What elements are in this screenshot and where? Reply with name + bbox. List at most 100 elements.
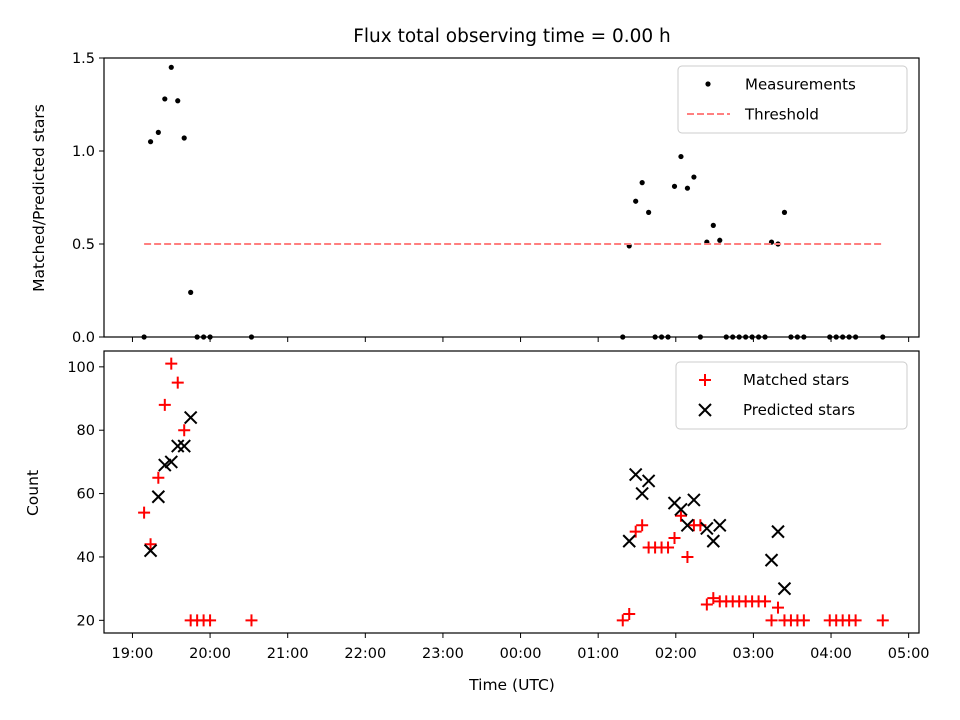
matched-stars-point xyxy=(707,592,720,605)
measurement-point xyxy=(788,334,794,340)
measurement-point xyxy=(794,334,800,340)
top-axes-frame xyxy=(103,57,920,338)
predicted-stars-point xyxy=(641,474,656,488)
x-tick-label: 02:00 xyxy=(655,646,697,662)
measurement-point xyxy=(155,129,161,135)
bottom-axes-frame xyxy=(103,350,920,634)
top-panel: 0.0 0.5 1.0 1.5 xyxy=(72,51,920,346)
matched-stars-point xyxy=(138,506,151,519)
matched-stars-point xyxy=(771,601,784,614)
measurement-point xyxy=(730,334,736,340)
top-y-axis-label: Matched/Predicted stars xyxy=(30,104,48,292)
predicted-stars-point xyxy=(635,486,649,501)
x-tick-label: 00:00 xyxy=(500,646,542,662)
matched-stars-point xyxy=(165,357,178,370)
measurement-point xyxy=(880,334,886,340)
predicted-stars-point xyxy=(777,581,792,596)
x-tick-label: 19:00 xyxy=(112,646,154,662)
measurement-point xyxy=(678,153,684,160)
predicted-stars-point xyxy=(158,458,172,472)
chart-title: Flux total observing time = 0.00 h xyxy=(353,26,671,47)
top-y-tick-label: 0.0 xyxy=(72,330,95,346)
predicted-stars-point xyxy=(164,455,178,469)
x-tick-label: 20:00 xyxy=(189,646,231,662)
matched-stars-point xyxy=(158,398,171,411)
matched-stars-point xyxy=(616,614,629,627)
x-tick-label: 05:00 xyxy=(888,646,930,662)
measurement-point xyxy=(755,334,762,340)
measurement-point xyxy=(717,237,723,243)
legend-measurements-marker xyxy=(705,81,711,87)
measurement-point xyxy=(639,180,645,186)
measurement-point xyxy=(743,334,749,340)
predicted-stars-point xyxy=(171,439,185,453)
bottom-y-axis-label: Count xyxy=(24,470,42,516)
matched-stars-point xyxy=(245,614,258,627)
measurement-point xyxy=(652,334,658,340)
measurement-point xyxy=(853,334,859,340)
predicted-stars-point xyxy=(628,467,643,482)
bottom-y-tick-label: 60 xyxy=(77,487,95,503)
x-tick-label: 03:00 xyxy=(733,646,775,662)
measurement-point xyxy=(671,183,678,189)
measurement-point xyxy=(723,334,729,340)
measurement-point xyxy=(201,334,207,340)
legend-predicted-marker xyxy=(698,403,712,417)
top-legend-box xyxy=(677,65,908,134)
bottom-y-tick-label: 40 xyxy=(77,550,95,566)
top-y-tick-label: 0.5 xyxy=(72,237,95,253)
measurement-point xyxy=(684,185,691,191)
matched-stars-point xyxy=(797,614,810,627)
matched-stars-point xyxy=(700,598,713,611)
predicted-stars-point xyxy=(700,521,714,536)
bottom-y-tick-label: 20 xyxy=(77,613,95,629)
measurement-point xyxy=(801,334,807,340)
measurement-point xyxy=(697,334,703,340)
matched-stars-point xyxy=(152,471,165,484)
legend-matched-label: Matched stars xyxy=(743,371,849,389)
measurement-point xyxy=(840,334,846,340)
measurement-point xyxy=(620,334,626,340)
matched-stars-point xyxy=(171,376,184,389)
measurement-point xyxy=(762,334,768,340)
top-y-tick-label: 1.0 xyxy=(72,144,95,160)
bottom-legend: Matched stars Predicted stars xyxy=(675,361,908,430)
matched-stars-point xyxy=(662,541,675,554)
measurement-point xyxy=(833,334,839,340)
predicted-stars-point xyxy=(687,493,701,507)
measurement-point xyxy=(194,334,200,340)
measurement-point xyxy=(181,135,187,141)
matched-stars-point xyxy=(759,595,772,608)
predicted-stars-point xyxy=(771,524,785,539)
bottom-panel: 20 40 60 80 100 19:00 20:00 21:00 22:00 23:00 00:0… xyxy=(67,350,930,662)
measurement-point xyxy=(710,222,716,228)
matched-stars-point xyxy=(765,614,778,627)
measurement-point xyxy=(646,209,652,215)
matched-stars-point xyxy=(178,424,191,437)
matched-stars-point xyxy=(876,614,889,627)
measurement-point xyxy=(658,334,665,340)
predicted-stars-point xyxy=(764,553,779,567)
matched-stars-point xyxy=(204,614,217,627)
measurement-point xyxy=(691,174,697,180)
measurement-point xyxy=(162,96,168,102)
legend-threshold-label: Threshold xyxy=(744,106,819,124)
predicted-stars-point xyxy=(713,518,727,532)
matched-stars-point xyxy=(668,531,681,544)
measurement-point xyxy=(665,334,671,340)
predicted-stars-point xyxy=(680,518,695,532)
matched-stars-point xyxy=(681,550,694,563)
predicted-stars-point xyxy=(622,534,636,548)
x-tick-label: 04:00 xyxy=(810,646,852,662)
measurement-point xyxy=(781,209,788,215)
x-tick-label: 21:00 xyxy=(267,646,309,662)
measurement-point xyxy=(168,64,174,70)
x-axis-label: Time (UTC) xyxy=(468,676,555,694)
bottom-y-tick-label: 100 xyxy=(67,360,95,376)
x-tick-label: 01:00 xyxy=(577,646,619,662)
bottom-y-tick-label: 80 xyxy=(77,423,95,439)
bottom-legend-box xyxy=(675,361,908,430)
measurement-point xyxy=(141,334,147,340)
legend-predicted-label: Predicted stars xyxy=(743,401,855,419)
